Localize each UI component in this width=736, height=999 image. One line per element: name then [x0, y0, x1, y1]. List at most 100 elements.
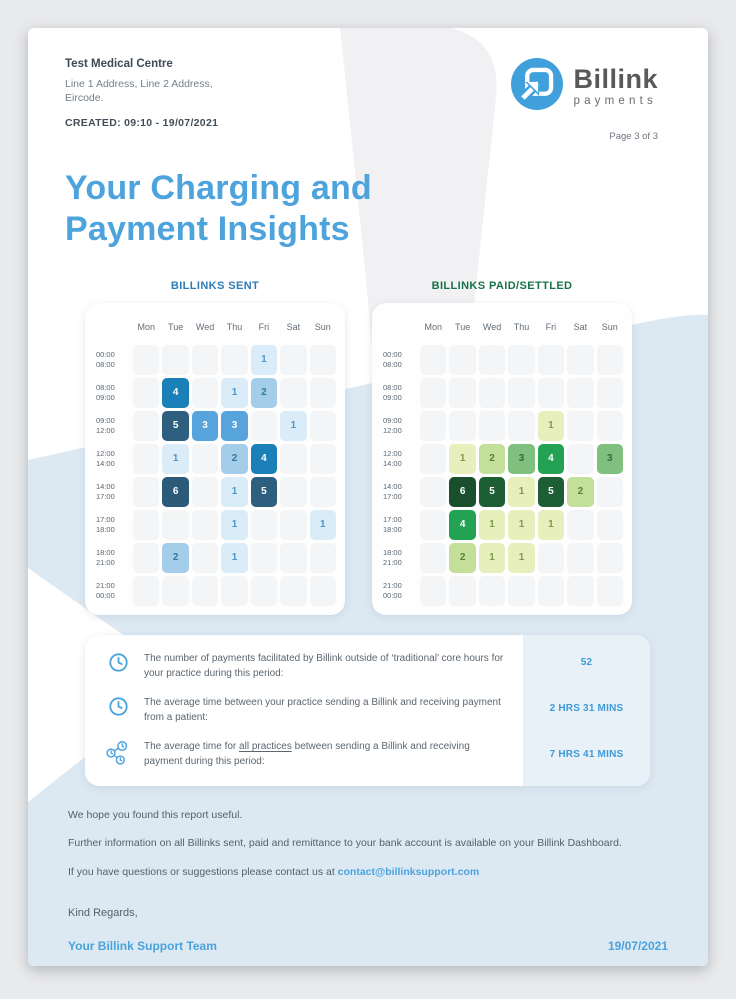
heatmap-empty-cell [250, 509, 278, 540]
time-range-label: 09:00 12:00 [383, 415, 402, 435]
heatmap-cell: 1 [478, 542, 506, 573]
billinks-paid-title: BILLINKS PAID/SETTLED [431, 279, 573, 292]
heatmap-corner [381, 312, 417, 342]
heatmap-empty-cell [133, 443, 160, 474]
signoff-text: Kind Regards, [68, 906, 138, 919]
clock-icon [105, 651, 131, 673]
heatmap-empty-cell [280, 476, 307, 507]
time-range-label: 08:00 09:00 [383, 382, 402, 402]
heatmap-cell: 1 [449, 443, 476, 474]
stat-row: The average time for all practices betwe… [105, 739, 509, 770]
heatmap-cell: 1 [221, 509, 248, 540]
contact-text-prefix: If you have questions or suggestions ple… [68, 866, 338, 879]
time-range-label: 08:00 09:00 [96, 382, 115, 402]
heatmap-empty-cell [596, 476, 623, 507]
time-range-label: 21:00 00:00 [383, 580, 402, 600]
day-header-tue: Tue [455, 321, 471, 332]
billinks-sent-card: Mon Tue Wed Thu Fri Sat Sun 00:00 08:00 1 08:00 0… [85, 302, 345, 615]
stats-card: The number of payments facilitated by Bi… [85, 634, 650, 786]
address-line-2: Eircode. [65, 92, 104, 105]
contact-email-link[interactable]: contact@billinksupport.com [337, 866, 480, 879]
day-header-mon: Mon [424, 321, 442, 332]
heatmap-empty-cell [420, 476, 447, 507]
time-range-label: 18:00 21:00 [383, 547, 402, 567]
heatmap-empty-cell [478, 344, 506, 375]
heatmap-empty-cell [567, 509, 594, 540]
heatmap-empty-cell [420, 542, 447, 573]
practice-address: Line 1 Address, Line 2 Address, Eircode. [65, 77, 218, 105]
heatmap-empty-cell [191, 509, 219, 540]
stat-description: The number of payments facilitated by Bi… [144, 652, 504, 680]
heatmap-cell: 2 [478, 443, 506, 474]
heatmap-cell: 1 [508, 509, 535, 540]
heatmap-empty-cell [508, 344, 535, 375]
day-header-thu: Thu [513, 321, 530, 332]
heatmap-empty-cell [221, 344, 248, 375]
day-header-sat: Sat [286, 321, 301, 332]
time-range-label: 14:00 17:00 [383, 481, 402, 501]
heatmap-empty-cell [478, 410, 506, 441]
stat-description: The average time between your practice s… [144, 696, 501, 724]
billink-logo-icon [511, 58, 564, 115]
heatmap-empty-cell [309, 575, 336, 606]
time-range-label: 09:00 12:00 [96, 415, 115, 435]
brand-name: Billink [573, 64, 658, 94]
heatmap-cell: 3 [191, 410, 219, 441]
heatmap-cell: 1 [280, 410, 307, 441]
heatmap-empty-cell [191, 344, 219, 375]
heatmap-empty-cell [537, 542, 565, 573]
stat-value: 7 HRS 41 MINS [549, 748, 624, 760]
stat-value: 2 HRS 31 MINS [549, 702, 624, 714]
day-header-sat: Sat [573, 321, 588, 332]
billinks-paid-chart: BILLINKS PAID/SETTLED Mon Tue Wed Thu Fri Sat… [372, 280, 632, 615]
heatmap-corner [94, 312, 130, 342]
heatmap-empty-cell [596, 377, 623, 408]
heatmap-empty-cell [537, 344, 565, 375]
heatmap-empty-cell [596, 410, 623, 441]
day-header-sun: Sun [601, 321, 618, 332]
heatmap-empty-cell [567, 410, 594, 441]
heatmap-empty-cell [449, 410, 476, 441]
heatmap-cell: 5 [250, 476, 278, 507]
heatmap-empty-cell [449, 344, 476, 375]
billinks-sent-chart: BILLINKS SENT Mon Tue Wed Thu Fri Sat Sun 00:00… [85, 280, 345, 615]
stat-description: The average time for all practices betwe… [144, 740, 470, 768]
heatmap-empty-cell [280, 377, 307, 408]
stats-values-panel: 52 2 HRS 31 MINS 7 HRS 41 MINS [523, 634, 650, 786]
heatmap-cell: 6 [162, 476, 189, 507]
heatmap-cell: 4 [449, 509, 476, 540]
clock-network-icon [105, 739, 131, 766]
heatmap-empty-cell [162, 509, 189, 540]
heatmap-cell: 3 [508, 443, 535, 474]
heatmap-empty-cell [567, 443, 594, 474]
heatmap-empty-cell [567, 377, 594, 408]
heatmap-empty-cell [449, 575, 476, 606]
day-header-fri: Fri [258, 321, 270, 332]
heatmap-cell: 2 [221, 443, 248, 474]
heatmap-cell: 5 [162, 410, 189, 441]
heatmap-empty-cell [508, 410, 535, 441]
heatmap-empty-cell [537, 575, 565, 606]
page-title-line1: Your Charging and [65, 169, 372, 207]
heatmap-empty-cell [537, 377, 565, 408]
heatmap-cell: 1 [537, 410, 565, 441]
heatmap-empty-cell [420, 575, 447, 606]
heatmap-cell: 2 [250, 377, 278, 408]
address-line-1: Line 1 Address, Line 2 Address, [65, 78, 213, 90]
heatmap-cell: 1 [250, 344, 278, 375]
time-range-label: 00:00 08:00 [96, 349, 115, 369]
day-header-wed: Wed [195, 321, 215, 332]
heatmap-empty-cell [596, 344, 623, 375]
heatmap-empty-cell [133, 542, 160, 573]
heatmap-empty-cell [191, 377, 219, 408]
heatmap-cell: 1 [508, 542, 535, 573]
signature-date: 19/07/2021 [607, 938, 668, 953]
time-range-label: 21:00 00:00 [96, 580, 115, 600]
heatmap-cell: 4 [250, 443, 278, 474]
heatmap-empty-cell [280, 575, 307, 606]
day-header-mon: Mon [137, 321, 155, 332]
heatmap-empty-cell [567, 344, 594, 375]
day-header-wed: Wed [482, 321, 502, 332]
heatmap-empty-cell [309, 377, 336, 408]
day-header-sun: Sun [314, 321, 331, 332]
